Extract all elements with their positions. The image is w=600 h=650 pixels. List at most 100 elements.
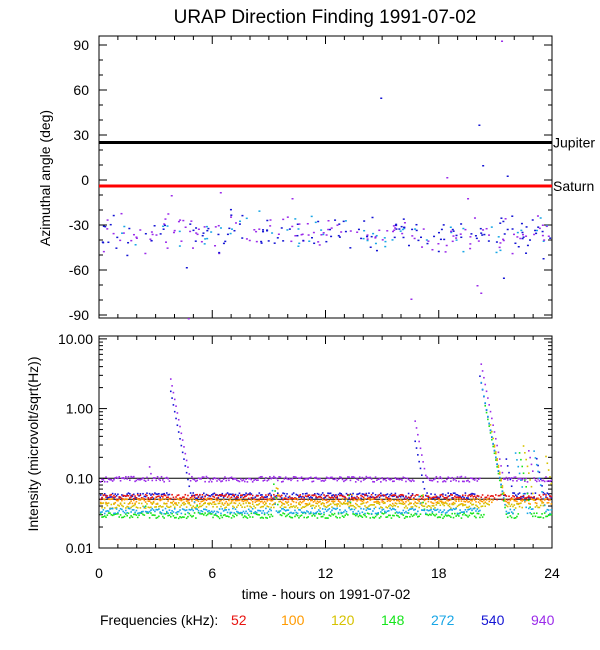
series-100-point	[361, 500, 364, 503]
series-148-point	[117, 512, 119, 515]
series-940-point	[537, 478, 539, 480]
series-100-point	[253, 498, 255, 501]
series-940-point	[306, 477, 308, 480]
series-940-point	[469, 477, 472, 479]
series-120-point	[395, 502, 398, 505]
series-52-point	[185, 497, 188, 500]
series-540-point	[421, 474, 423, 476]
series-120-point	[521, 506, 524, 509]
series-148-point	[352, 513, 354, 515]
azimuth-point	[504, 218, 507, 220]
azimuth-point	[336, 224, 339, 226]
series-120-point	[233, 506, 235, 509]
series-148-point	[106, 514, 109, 516]
series-940-point	[140, 478, 143, 480]
series-120-point	[127, 506, 130, 508]
series-540-point	[183, 458, 185, 460]
series-120-point	[382, 502, 385, 505]
series-100-point	[291, 500, 294, 502]
series-148-point	[431, 512, 434, 515]
series-120-point	[150, 506, 152, 509]
series-148-point	[212, 516, 214, 519]
series-52-point	[525, 497, 527, 499]
series-120-point	[323, 504, 325, 507]
series-148-point	[357, 515, 360, 518]
azimuth-ytick-label: -90	[69, 307, 89, 323]
series-540-point	[162, 493, 164, 496]
series-540-point	[522, 496, 525, 498]
series-120-point	[189, 504, 192, 507]
series-120-point	[526, 465, 529, 468]
series-100-point	[154, 498, 156, 500]
series-100-point	[273, 503, 275, 505]
series-940-point	[409, 479, 411, 482]
series-52-point	[443, 496, 446, 499]
azimuth-point	[228, 227, 231, 230]
azimuth-point	[217, 224, 220, 227]
azimuth-point	[340, 231, 343, 233]
series-52-point	[541, 498, 543, 500]
series-100-point	[217, 498, 220, 501]
series-940-point	[378, 478, 381, 480]
series-100-point	[152, 500, 155, 503]
series-540-point	[167, 494, 169, 496]
series-148-point	[417, 515, 419, 518]
series-120-point	[273, 506, 275, 509]
series-148-point	[158, 515, 160, 518]
series-52-point	[196, 493, 198, 496]
series-52-point	[316, 496, 319, 499]
series-272-point	[514, 452, 517, 454]
series-100-point	[197, 500, 200, 503]
series-540-point	[471, 492, 473, 495]
azimuth-point	[149, 238, 152, 240]
series-540-point	[154, 492, 156, 494]
series-272-point	[510, 511, 513, 513]
series-100-point	[476, 498, 479, 500]
series-100-point	[117, 499, 119, 502]
series-120-point	[524, 451, 526, 454]
series-100-point	[534, 501, 537, 504]
series-940-point	[154, 477, 156, 479]
series-100-point	[450, 498, 452, 501]
series-52-point	[221, 494, 224, 497]
series-148-point	[480, 514, 483, 516]
series-272-point	[221, 508, 224, 510]
series-120-point	[192, 505, 195, 508]
series-940-point	[269, 475, 271, 478]
series-272-point	[229, 511, 232, 514]
series-120-point	[119, 502, 122, 505]
series-52-point	[469, 495, 472, 498]
series-540-point	[144, 495, 147, 498]
series-120-point	[185, 506, 188, 508]
series-52-point	[127, 495, 130, 497]
series-120-point	[125, 507, 127, 509]
series-52-point	[427, 495, 430, 497]
series-52-point	[528, 495, 530, 497]
series-100-point	[501, 486, 504, 489]
series-52-point	[458, 496, 460, 499]
series-100-point	[106, 502, 109, 505]
series-940-point	[356, 478, 358, 480]
series-52-point	[356, 495, 358, 498]
series-940-point	[401, 479, 403, 481]
series-52-point	[381, 499, 383, 501]
series-120-point	[155, 506, 158, 508]
series-52-point	[307, 494, 309, 497]
series-540-point	[423, 487, 426, 490]
series-52-point	[156, 495, 159, 498]
series-148-point	[467, 516, 469, 518]
series-100-point	[477, 501, 480, 503]
azimuth-point	[310, 215, 313, 218]
series-540-point	[454, 492, 456, 495]
azimuth-point	[317, 241, 320, 243]
series-120-point	[512, 505, 514, 508]
azimuth-point	[497, 236, 500, 238]
series-120-point	[173, 506, 176, 508]
series-272-point	[541, 491, 543, 493]
series-52-point	[382, 494, 385, 496]
series-540-point	[411, 493, 414, 495]
series-120-point	[204, 502, 206, 504]
azimuth-point	[473, 217, 476, 219]
series-100-point	[500, 479, 502, 482]
azimuth-point	[520, 229, 523, 232]
